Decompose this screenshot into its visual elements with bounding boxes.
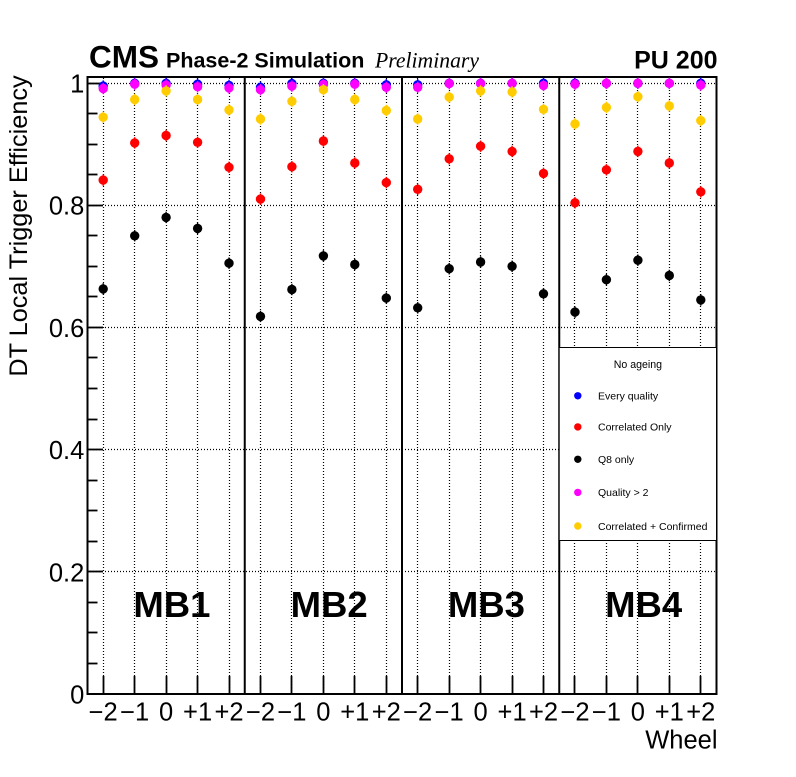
svg-text:No ageing: No ageing (614, 359, 662, 371)
svg-text:−1: −1 (592, 699, 621, 727)
svg-text:MB3: MB3 (448, 584, 525, 625)
svg-text:0.6: 0.6 (49, 315, 84, 343)
svg-text:Correlated Only: Correlated Only (598, 422, 672, 434)
svg-text:MB1: MB1 (133, 584, 210, 625)
svg-text:−2: −2 (246, 699, 275, 727)
svg-text:DT Local Trigger Efficiency: DT Local Trigger Efficiency (5, 75, 33, 377)
svg-text:0.4: 0.4 (49, 437, 84, 465)
svg-text:0: 0 (474, 699, 488, 727)
svg-text:+2: +2 (529, 699, 558, 727)
svg-text:0: 0 (70, 682, 84, 710)
svg-text:+1: +1 (655, 699, 684, 727)
svg-text:−1: −1 (435, 699, 464, 727)
svg-text:1: 1 (70, 71, 84, 99)
svg-text:−1: −1 (277, 699, 306, 727)
svg-text:Every quality: Every quality (598, 391, 659, 403)
svg-text:0.8: 0.8 (49, 193, 84, 221)
svg-text:Correlated + Confirmed: Correlated + Confirmed (598, 521, 708, 533)
svg-text:Wheel: Wheel (645, 727, 717, 755)
svg-text:Phase-2 Simulation: Phase-2 Simulation (166, 49, 364, 73)
svg-text:+1: +1 (183, 699, 212, 727)
svg-text:MB4: MB4 (605, 584, 683, 625)
svg-text:+2: +2 (214, 699, 243, 727)
svg-text:0: 0 (631, 699, 645, 727)
svg-text:−2: −2 (89, 699, 118, 727)
svg-text:CMS: CMS (89, 39, 159, 75)
svg-text:−2: −2 (560, 699, 589, 727)
svg-text:+2: +2 (686, 699, 715, 727)
svg-text:−2: −2 (403, 699, 432, 727)
svg-text:0: 0 (316, 699, 330, 727)
svg-text:Preliminary: Preliminary (374, 49, 479, 73)
svg-text:0.2: 0.2 (49, 559, 84, 587)
svg-text:+2: +2 (372, 699, 401, 727)
svg-text:+1: +1 (498, 699, 527, 727)
svg-text:0: 0 (159, 699, 173, 727)
svg-text:MB2: MB2 (291, 584, 368, 625)
svg-text:−1: −1 (120, 699, 149, 727)
svg-text:Quality > 2: Quality > 2 (598, 487, 649, 499)
svg-text:+1: +1 (340, 699, 369, 727)
svg-text:PU 200: PU 200 (634, 47, 717, 75)
svg-text:Q8 only: Q8 only (598, 454, 635, 466)
